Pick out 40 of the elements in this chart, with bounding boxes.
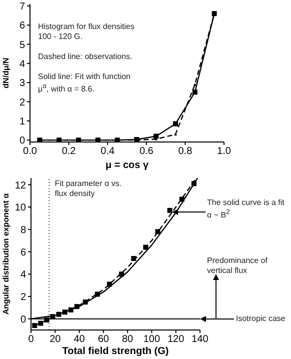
y-tick-label: 4: [20, 270, 26, 281]
x-tick-label: 0.8: [178, 146, 193, 158]
y-tick-label: 8: [20, 224, 26, 236]
annotation: Dashed line: observations.: [38, 52, 134, 62]
x-tick-label: 120: [168, 334, 185, 346]
x-tick-label: 1.0: [217, 146, 232, 158]
y-tick-label: 2: [19, 97, 26, 108]
y-tick-label: 0: [19, 136, 26, 147]
x-tick-label: 20: [50, 334, 62, 346]
annotation: Fit parameter α vs. flux density: [54, 179, 123, 200]
x-tick-label: 40: [74, 334, 86, 346]
y-tick-label: 3: [19, 78, 26, 90]
y-axis-title: dN/dμ/N: [2, 57, 10, 88]
x-tick-label: 0: [28, 334, 34, 346]
x-tick-label: 0.2: [62, 146, 76, 158]
y-tick-label: 7: [19, 1, 26, 12]
y-tick-label: 0: [20, 314, 26, 326]
x-tick-label: 140: [192, 334, 209, 346]
y-tick-label: 6: [20, 247, 26, 258]
x-tick-label: 80: [122, 334, 134, 346]
x-axis-title: Total field strength (G): [62, 346, 169, 357]
y-tick-label: 12: [14, 180, 26, 192]
x-tick-label: 60: [98, 334, 110, 346]
annotation: Histogram for flux densities 100 - 120 G.: [38, 22, 136, 42]
x-axis-title: μ = cos γ: [105, 160, 149, 171]
y-tick-label: 2: [20, 292, 26, 304]
annotation: Solid line: Fit with function μ$^{α}$, with α = 8.6.: [38, 72, 132, 95]
x-tick-label: 0.4: [100, 146, 115, 158]
y-tick-label: 4: [19, 58, 26, 70]
text: Isotropic case: [236, 314, 286, 324]
text: Predominance of vertical flux: [207, 256, 268, 276]
y-tick-label: 1: [19, 116, 26, 128]
x-tick-label: 0.6: [139, 146, 154, 158]
x-tick-label: 0.0: [23, 146, 38, 158]
text: The solid curve is a fit α ~ B$^{2}$: [207, 198, 286, 220]
y-tick-label: 6: [19, 20, 26, 32]
y-tick-label: 10: [14, 202, 26, 214]
x-tick-label: 100: [143, 334, 160, 346]
y-tick-label: 5: [19, 40, 26, 51]
y-axis-title: Angular distribution exponent α: [2, 193, 10, 315]
